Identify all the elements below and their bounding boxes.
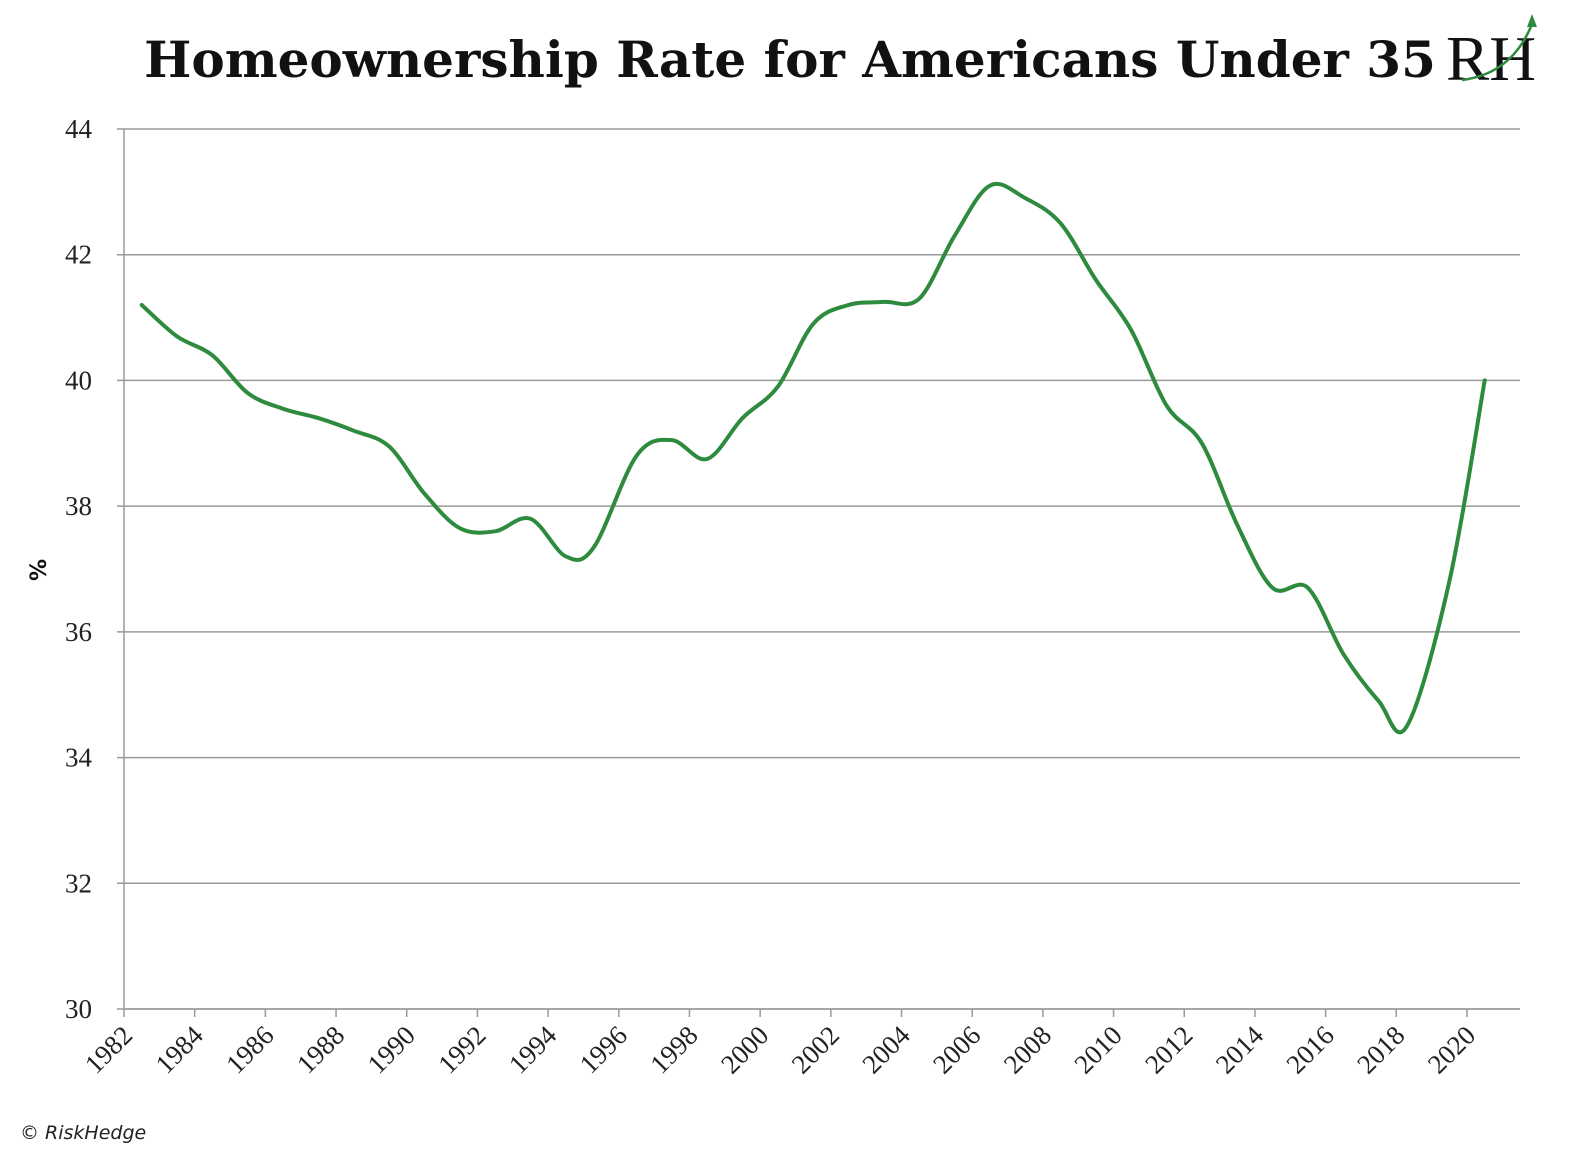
data-point	[1405, 724, 1409, 728]
data-point	[1377, 699, 1381, 703]
data-point	[1271, 586, 1275, 590]
data-point	[175, 334, 179, 338]
data-point	[592, 545, 596, 549]
data-point	[528, 517, 532, 521]
x-tick-label: 1994	[503, 1020, 563, 1080]
x-tick-label: 2014	[1210, 1020, 1270, 1080]
x-tick-label: 2008	[998, 1020, 1057, 1079]
data-point	[1306, 586, 1310, 590]
data-point	[882, 300, 886, 304]
x-tick-label: 2010	[1068, 1020, 1127, 1079]
data-point	[493, 529, 497, 533]
y-axis-ticks: 30 32 34 36 38 40 42 44	[65, 114, 93, 1024]
y-tick-label: 32	[65, 868, 92, 898]
y-tick-label: 38	[65, 491, 92, 521]
axes	[123, 129, 1520, 1010]
logo-arrow-swoosh	[1461, 23, 1534, 82]
data-point	[670, 438, 674, 442]
data-point	[422, 492, 426, 496]
x-axis-ticks: 1982 1984 1986 1988 1990 1992 1994 1996 1998 2000…	[79, 1009, 1481, 1079]
y-tick-label: 36	[65, 617, 92, 647]
data-point	[811, 322, 815, 326]
data-point	[1200, 441, 1204, 445]
x-tick-label: 1996	[574, 1020, 633, 1079]
y-tick-label: 42	[65, 240, 92, 270]
data-point	[1235, 523, 1239, 527]
data-point	[352, 429, 356, 433]
x-tick-label: 1990	[362, 1020, 421, 1079]
data-point	[1341, 652, 1345, 656]
data-point	[210, 353, 214, 357]
chart-title: Homeownership Rate for Americans Under 3…	[144, 30, 1436, 89]
data-point	[281, 407, 285, 411]
x-tick-label: 2004	[856, 1020, 916, 1080]
data-point	[635, 454, 639, 458]
data-point	[776, 385, 780, 389]
x-tick-label: 2006	[927, 1020, 986, 1079]
data-point	[988, 184, 992, 188]
data-point	[953, 234, 957, 238]
data-point	[1129, 328, 1133, 332]
logo: RH	[1446, 14, 1537, 94]
data-point	[564, 554, 568, 558]
data-point	[1059, 221, 1063, 225]
series-line-0	[139, 182, 1487, 735]
data-point	[246, 391, 250, 395]
data-point	[1483, 378, 1487, 382]
y-axis-label: %	[27, 559, 52, 581]
data-point	[1165, 404, 1169, 408]
data-point	[140, 303, 144, 307]
data-point	[847, 303, 851, 307]
x-tick-label: 1988	[291, 1020, 350, 1079]
data-point	[917, 297, 921, 301]
series-group	[139, 182, 1487, 735]
x-tick-label: 1992	[432, 1020, 491, 1079]
x-tick-label: 2000	[715, 1020, 774, 1079]
x-tick-label: 1982	[79, 1020, 138, 1079]
y-tick-label: 44	[65, 114, 93, 144]
x-tick-label: 2018	[1351, 1020, 1410, 1079]
data-point	[705, 457, 709, 461]
logo-text: RH	[1446, 23, 1536, 94]
y-tick-label: 40	[65, 365, 92, 395]
x-tick-label: 2016	[1280, 1020, 1339, 1079]
data-point	[1447, 580, 1451, 584]
credit-text: © RiskHedge	[20, 1122, 146, 1144]
x-tick-label: 1986	[220, 1020, 279, 1079]
data-point	[741, 416, 745, 420]
x-tick-label: 2002	[786, 1020, 845, 1079]
data-point	[1023, 196, 1027, 200]
data-point	[458, 526, 462, 530]
data-point	[387, 444, 391, 448]
x-tick-label: 1984	[150, 1020, 210, 1080]
logo-arrow-head	[1527, 14, 1537, 27]
x-tick-label: 1998	[644, 1020, 703, 1079]
grid-lines	[117, 128, 1520, 1010]
data-point	[316, 416, 320, 420]
data-point	[1094, 278, 1098, 282]
x-tick-label: 2012	[1139, 1020, 1198, 1079]
y-tick-label: 34	[65, 743, 93, 773]
x-tick-label: 2020	[1422, 1020, 1481, 1079]
y-tick-label: 30	[65, 994, 92, 1024]
